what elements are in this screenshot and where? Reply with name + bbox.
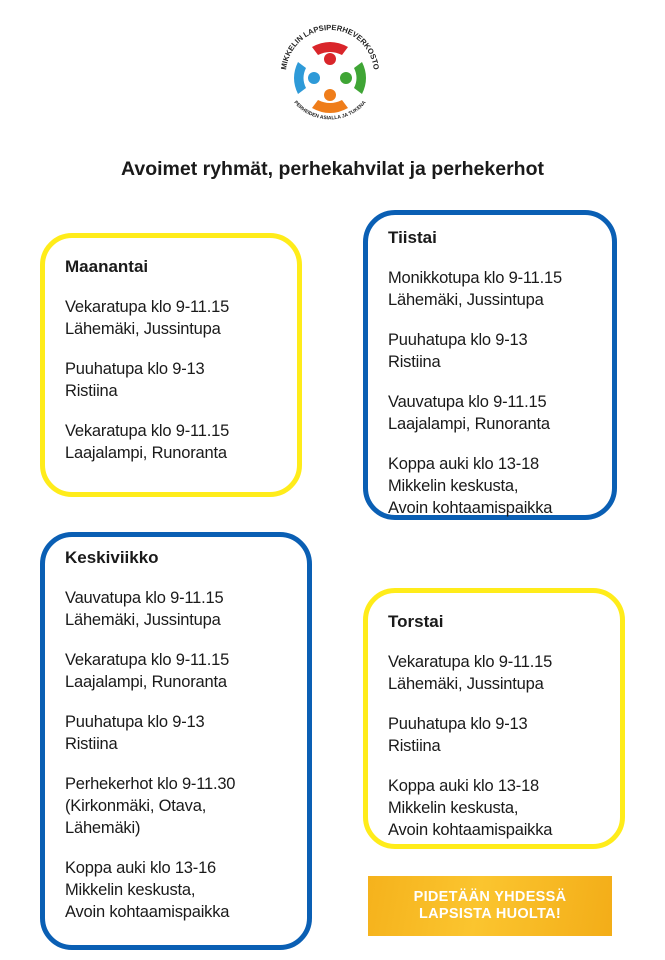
day-heading: Torstai: [388, 612, 444, 631]
schedule-entry: Monikkotupa klo 9-11.15 Lähemäki, Jussint…: [388, 267, 612, 311]
entry-location: Avoin kohtaamispaikka: [65, 903, 230, 921]
schedule-entry: Koppa auki klo 13-16 Mikkelin keskusta, Av…: [65, 857, 307, 923]
entry-location: Ristiina: [65, 735, 118, 753]
schedule-entry: Vekaratupa klo 9-11.15 Laajalampi, Runora…: [65, 649, 307, 693]
entry-time: Vauvatupa klo 9-11.15: [388, 393, 547, 411]
entry-time: Vekaratupa klo 9-11.15: [65, 651, 230, 669]
entry-location: Lähemäki, Jussintupa: [65, 320, 221, 338]
entry-time: Puuhatupa klo 9-13: [388, 331, 528, 349]
day-box-maanantai: Maanantai Vekaratupa klo 9-11.15 Lähemäki,…: [40, 233, 302, 497]
page-title: Avoimet ryhmät, perhekahvilat ja perheke…: [120, 158, 544, 180]
mikkelin-lapsiperheverkosto-logo: MIKKELIN LAPSIPERHEVERKOSTO PERHEIDEN AS…: [279, 23, 381, 120]
day-box-tiistai: Tiistai Monikkotupa klo 9-11.15 Lähemäki, …: [363, 210, 617, 520]
entry-location: Lähemäki, Jussintupa: [388, 291, 544, 309]
schedule-entry: Puuhatupa klo 9-13 Ristiina: [388, 329, 612, 373]
entry-time: Vekaratupa klo 9-11.15: [388, 653, 553, 671]
entry-location: Lähemäki): [65, 819, 141, 837]
day-box-keskiviikko: Keskiviikko Vauvatupa klo 9-11.15 Lähemäki…: [40, 532, 312, 950]
entry-time: Koppa auki klo 13-16: [65, 859, 217, 877]
schedule-entry: Koppa auki klo 13-18 Mikkelin keskusta, Av…: [388, 775, 620, 841]
schedule-entry: Koppa auki klo 13-18 Mikkelin keskusta, Av…: [388, 453, 612, 519]
entry-time: Perhekerhot klo 9-11.30: [65, 775, 236, 793]
entry-location: Mikkelin keskusta,: [388, 799, 519, 817]
banner-line-2: LAPSISTA HUOLTA!: [419, 906, 561, 922]
banner: PIDETÄÄN YHDESSÄ LAPSISTA HUOLTA!: [368, 876, 612, 936]
day-heading: Tiistai: [388, 228, 437, 247]
entry-location: Lähemäki, Jussintupa: [388, 675, 544, 693]
schedule-entry: Perhekerhot klo 9-11.30 (Kirkonmäki, Otav…: [65, 773, 307, 839]
entry-time: Vauvatupa klo 9-11.15: [65, 589, 224, 607]
entry-time: Koppa auki klo 13-18: [388, 777, 540, 795]
entry-location: Laajalampi, Runoranta: [65, 673, 227, 691]
schedule-entry: Vauvatupa klo 9-11.15 Laajalampi, Runoran…: [388, 391, 612, 435]
entry-location: Laajalampi, Runoranta: [65, 444, 227, 462]
schedule-entry: Vauvatupa klo 9-11.15 Lähemäki, Jussintup…: [65, 587, 307, 631]
entry-time: Monikkotupa klo 9-11.15: [388, 269, 562, 287]
entry-location: Mikkelin keskusta,: [388, 477, 519, 495]
banner-line-1: PIDETÄÄN YHDESSÄ: [413, 889, 567, 905]
schedule-entry: Puuhatupa klo 9-13 Ristiina: [65, 358, 297, 402]
entry-location: Lähemäki, Jussintupa: [65, 611, 221, 629]
schedule-entry: Puuhatupa klo 9-13 Ristiina: [388, 713, 620, 757]
entry-time: Vekaratupa klo 9-11.15: [65, 422, 230, 440]
schedule-entry: Vekaratupa klo 9-11.15 Laajalampi, Runora…: [65, 420, 297, 464]
entry-location: Avoin kohtaamispaikka: [388, 821, 553, 839]
day-box-torstai: Torstai Vekaratupa klo 9-11.15 Lähemäki, J…: [363, 588, 625, 849]
entry-location: Ristiina: [388, 353, 441, 371]
entry-time: Puuhatupa klo 9-13: [388, 715, 528, 733]
entry-location: Avoin kohtaamispaikka: [388, 499, 553, 517]
schedule-entry: Vekaratupa klo 9-11.15 Lähemäki, Jussintu…: [65, 296, 297, 340]
entry-time: Vekaratupa klo 9-11.15: [65, 298, 230, 316]
entry-location: Ristiina: [65, 382, 118, 400]
entry-location: Ristiina: [388, 737, 441, 755]
entry-location: (Kirkonmäki, Otava,: [65, 797, 207, 815]
entry-location: Mikkelin keskusta,: [65, 881, 196, 899]
schedule-entry: Vekaratupa klo 9-11.15 Lähemäki, Jussintu…: [388, 651, 620, 695]
entry-location: Laajalampi, Runoranta: [388, 415, 550, 433]
day-heading: Keskiviikko: [65, 548, 159, 567]
entry-time: Puuhatupa klo 9-13: [65, 360, 205, 378]
entry-time: Puuhatupa klo 9-13: [65, 713, 205, 731]
schedule-entry: Puuhatupa klo 9-13 Ristiina: [65, 711, 307, 755]
entry-time: Koppa auki klo 13-18: [388, 455, 540, 473]
day-heading: Maanantai: [65, 257, 149, 276]
